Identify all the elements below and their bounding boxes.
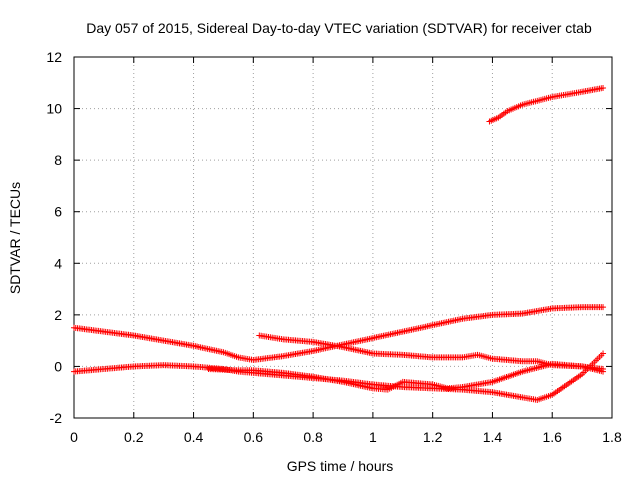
y-tick-label: 0	[54, 358, 62, 374]
series-track-e	[486, 84, 607, 125]
data-point	[600, 350, 607, 357]
y-tick-label: 2	[54, 307, 62, 323]
x-tick-label: 0.6	[244, 429, 264, 445]
x-tick-label: 0	[70, 429, 78, 445]
data-point	[600, 304, 607, 311]
axis-ticks	[73, 56, 613, 419]
y-tick-label: 12	[46, 49, 62, 65]
y-tick-label: -2	[50, 410, 63, 426]
y-tick-label: 10	[46, 101, 62, 117]
x-tick-label: 1.4	[483, 429, 503, 445]
y-tick-labels: -2 0 2 4 6 8 10 12	[46, 49, 62, 426]
y-axis-label: SDTVAR / TECUs	[7, 182, 23, 294]
x-tick-label: 1.8	[602, 429, 622, 445]
series-track-b	[71, 304, 607, 363]
x-tick-label: 0.4	[184, 429, 204, 445]
series-track-d	[205, 360, 607, 393]
data-point	[600, 84, 607, 91]
y-tick-label: 6	[54, 204, 62, 220]
data-point	[600, 368, 607, 375]
data-series	[71, 84, 607, 403]
x-axis-label: GPS time / hours	[287, 458, 394, 474]
grid-lines	[74, 57, 612, 418]
x-tick-label: 0.8	[303, 429, 323, 445]
y-tick-label: 4	[54, 255, 62, 271]
x-tick-label: 1	[369, 429, 377, 445]
plot-frame	[73, 56, 613, 419]
x-tick-label: 0.2	[124, 429, 144, 445]
x-tick-label: 1.6	[542, 429, 562, 445]
x-tick-label: 1.2	[423, 429, 443, 445]
x-tick-labels: 0 0.2 0.4 0.6 0.8 1 1.2 1.4 1.6 1.8	[70, 429, 622, 445]
y-tick-label: 8	[54, 152, 62, 168]
chart-title: Day 057 of 2015, Sidereal Day-to-day VTE…	[86, 20, 592, 36]
